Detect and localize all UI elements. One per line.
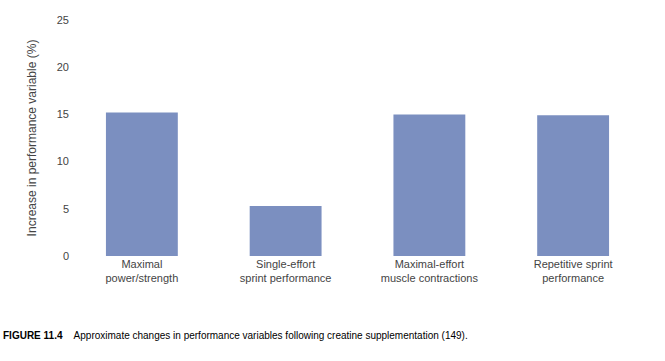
svg-text:Maximalpower/strength: Maximalpower/strength: [105, 258, 178, 284]
svg-text:Maximal-effortmuscle contracti: Maximal-effortmuscle contractions: [381, 258, 479, 284]
svg-text:FIGURE 11.4 Approximate cha: FIGURE 11.4 Approximate changes in perfo…: [3, 330, 468, 341]
svg-text:Single-effortsprint performanc: Single-effortsprint performance: [240, 258, 332, 284]
svg-text:10: 10: [57, 155, 69, 167]
svg-text:0: 0: [63, 250, 69, 262]
svg-text:25: 25: [57, 14, 69, 26]
svg-text:Repetitive sprintperformance: Repetitive sprintperformance: [534, 258, 613, 284]
svg-text:20: 20: [57, 61, 69, 73]
svg-text:15: 15: [57, 108, 69, 120]
svg-text:5: 5: [63, 203, 69, 215]
svg-text:Increase in performance variab: Increase in performance variable (%): [25, 40, 39, 237]
